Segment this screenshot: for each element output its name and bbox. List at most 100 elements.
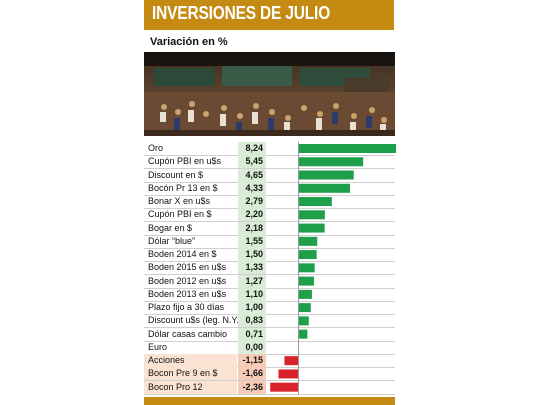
negative-row-bg — [144, 380, 237, 394]
value-cell: 1,27 — [238, 274, 266, 288]
value-label: 1,10 — [245, 288, 263, 299]
category-label: Boden 2014 en $ — [148, 249, 217, 260]
table-row: Discount u$s (leg. N.Y.) 0,83 — [144, 314, 395, 329]
value-label: 0,83 — [245, 315, 263, 326]
value-cell: 1,00 — [238, 301, 266, 315]
bar-19 — [270, 382, 298, 392]
value-cell: 1,10 — [238, 287, 266, 301]
value-cell: 0,71 — [238, 327, 266, 341]
value-label: 4,33 — [245, 182, 263, 193]
value-label: 5,45 — [245, 156, 263, 167]
value-label: 1,00 — [245, 302, 263, 313]
category-label: Discount u$s (leg. N.Y.) — [148, 315, 242, 326]
table-row: Boden 2014 en $ 1,50 — [144, 248, 395, 263]
table-row: Discount en $ 4,65 — [144, 168, 395, 183]
table-row: Euro 0,00 — [144, 340, 395, 355]
category-label: Boden 2012 en u$s — [148, 275, 227, 286]
value-label: 1,55 — [245, 235, 263, 246]
category-label: Cupón PBI en u$s — [148, 156, 222, 167]
zero-axis — [298, 142, 299, 394]
category-label: Oro — [148, 143, 164, 153]
bar-4 — [299, 183, 350, 193]
category-label: Dólar casas cambio — [148, 328, 228, 339]
category-label: Euro — [148, 341, 168, 352]
table-row: Cupón PBI en $ 2,20 — [144, 208, 395, 223]
category-label: Bocón Pr 13 en $ — [148, 182, 218, 193]
table-row: Boden 2012 en u$s 1,27 — [144, 274, 395, 289]
table-row: Plazo fijo a 30 días 1,00 — [144, 301, 395, 316]
value-label: -1,66 — [242, 368, 263, 379]
value-label: 2,79 — [245, 196, 263, 207]
bar-2 — [299, 157, 364, 167]
value-label: 0,00 — [245, 341, 263, 352]
category-label: Acciones — [148, 355, 185, 366]
category-label: Boden 2013 en u$s — [148, 288, 227, 299]
table-row: Boden 2015 en u$s 1,33 — [144, 261, 395, 276]
footer-bar — [144, 397, 395, 405]
value-label: 1,50 — [245, 249, 263, 260]
bar-18 — [278, 369, 298, 379]
chart-subtitle: Variación en % — [150, 36, 228, 48]
table-row: Bocón Pr 13 en $ 4,33 — [144, 181, 395, 196]
table-row: Boden 2013 en u$s 1,10 — [144, 287, 395, 302]
category-label: Boden 2015 en u$s — [148, 262, 227, 273]
value-label: 2,20 — [245, 209, 263, 220]
table-row: Bocon Pro 12 -2,36 — [144, 380, 395, 395]
value-cell: 2,79 — [238, 195, 266, 209]
stock-exchange-photo — [144, 52, 395, 136]
category-label: Dólar “blue” — [148, 235, 196, 246]
value-label: -1,15 — [242, 355, 263, 366]
value-cell: 4,65 — [238, 168, 266, 182]
bar-17 — [284, 356, 298, 366]
value-label: 0,71 — [245, 328, 263, 339]
value-cell: 0,00 — [238, 340, 266, 354]
chart-title: INVERSIONES DE JULIO — [152, 3, 331, 23]
bar-13 — [299, 303, 311, 313]
value-cell: -2,36 — [238, 380, 266, 394]
value-cell: 2,20 — [238, 208, 266, 222]
header-bar: INVERSIONES DE JULIO — [144, 0, 394, 30]
value-cell: 4,33 — [238, 181, 266, 195]
category-label: Cupón PBI en $ — [148, 209, 212, 220]
category-label: Discount en $ — [148, 169, 204, 180]
value-cell: 5,45 — [238, 155, 266, 169]
category-label: Bonar X en u$s — [148, 196, 211, 207]
data-table: Oro 8,24 Cupón PBI en u$s 5,45 Discount en $… — [144, 142, 395, 395]
bar-14 — [299, 316, 309, 326]
bar-8 — [299, 236, 318, 246]
bar-9 — [299, 250, 317, 260]
value-cell: 8,24 — [238, 142, 266, 155]
table-row: Acciones -1,15 — [144, 354, 395, 369]
bar-7 — [299, 223, 325, 233]
value-cell: -1,15 — [238, 354, 266, 368]
bar-15 — [299, 329, 308, 339]
negative-row-bg — [144, 354, 237, 368]
value-cell: 2,18 — [238, 221, 266, 235]
bar-3 — [299, 170, 354, 180]
value-cell: 1,33 — [238, 261, 266, 275]
bar-12 — [299, 289, 312, 299]
category-label: Bocon Pro 12 — [148, 381, 203, 392]
category-label: Bogar en $ — [148, 222, 193, 233]
value-label: 8,24 — [245, 143, 263, 153]
value-label: 1,27 — [245, 275, 263, 286]
table-row: Oro 8,24 — [144, 142, 395, 156]
negative-row-bg — [144, 367, 237, 381]
table-row: Dólar casas cambio 0,71 — [144, 327, 395, 342]
category-label: Bocon Pre 9 en $ — [148, 368, 218, 379]
value-cell: 1,50 — [238, 248, 266, 262]
category-label: Plazo fijo a 30 días — [148, 302, 225, 313]
bar-11 — [299, 276, 314, 286]
bar-5 — [299, 197, 332, 207]
value-label: 1,33 — [245, 262, 263, 273]
table-row: Bonar X en u$s 2,79 — [144, 195, 395, 210]
value-label: 4,65 — [245, 169, 263, 180]
value-label: -2,36 — [242, 381, 263, 392]
value-cell: 1,55 — [238, 234, 266, 248]
value-label: 2,18 — [245, 222, 263, 233]
value-cell: -1,66 — [238, 367, 266, 381]
table-row: Bogar en $ 2,18 — [144, 221, 395, 236]
value-cell: 0,83 — [238, 314, 266, 328]
bar-1 — [299, 144, 396, 153]
